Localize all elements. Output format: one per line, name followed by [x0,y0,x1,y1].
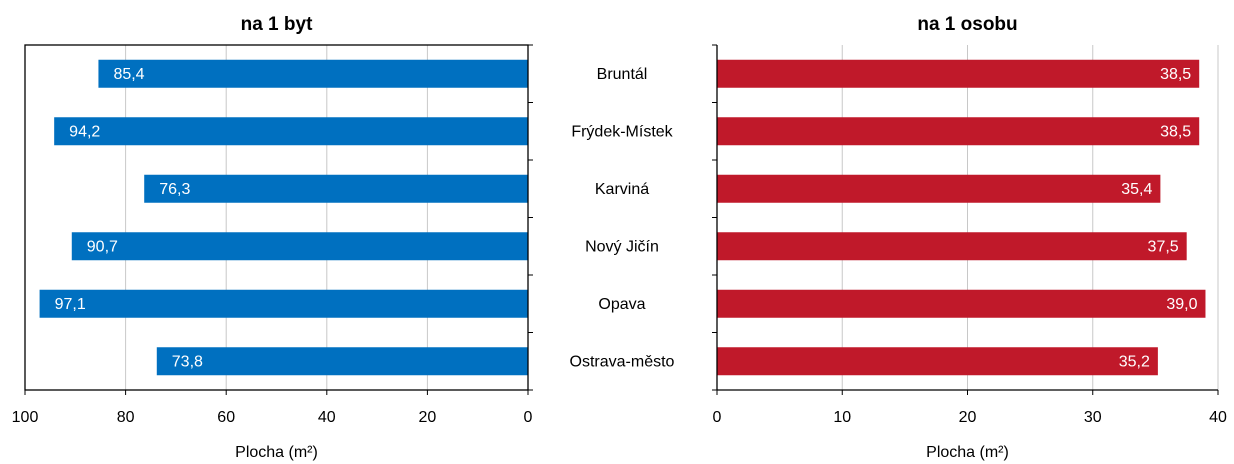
bar [144,174,528,203]
x-tick-label: 20 [419,409,437,426]
x-axis-label: Plocha (m²) [235,444,318,461]
x-tick-label: 0 [713,409,722,426]
value-label: 94,2 [69,123,100,140]
x-tick-label: 80 [117,409,135,426]
category-label: Karviná [595,181,649,198]
value-label: 35,2 [1119,353,1150,370]
value-label: 85,4 [113,66,144,83]
bar [717,232,1187,261]
bar [717,174,1161,203]
bar [717,289,1206,318]
x-tick-label: 10 [833,409,851,426]
category-label: Bruntál [597,66,648,83]
bar [717,59,1200,88]
x-tick-label: 40 [1209,409,1227,426]
bar [156,347,528,376]
value-label: 38,5 [1160,123,1191,140]
x-tick-label: 100 [12,409,39,426]
x-tick-label: 40 [318,409,336,426]
bar [717,117,1200,146]
x-tick-label: 20 [959,409,977,426]
category-label: Nový Jičín [585,238,659,255]
value-label: 35,4 [1121,181,1152,198]
value-label: 97,1 [55,296,86,313]
chart-title: na 1 osobu [917,14,1017,35]
value-label: 76,3 [159,181,190,198]
x-tick-label: 0 [524,409,533,426]
bar [71,232,529,261]
category-label: Frýdek-Místek [571,123,673,140]
value-label: 37,5 [1148,238,1179,255]
value-label: 90,7 [87,238,118,255]
bar [39,289,528,318]
bar [54,117,528,146]
value-label: 73,8 [172,353,203,370]
plot-frame [24,44,529,391]
x-tick-label: 30 [1084,409,1102,426]
category-label: Opava [598,296,645,313]
x-axis-label: Plocha (m²) [926,444,1009,461]
value-label: 39,0 [1166,296,1197,313]
value-label: 38,5 [1160,66,1191,83]
bar [717,347,1158,376]
x-tick-label: 60 [217,409,235,426]
bar [98,59,529,88]
category-label: Ostrava-město [570,353,675,370]
chart-title: na 1 byt [241,14,313,35]
